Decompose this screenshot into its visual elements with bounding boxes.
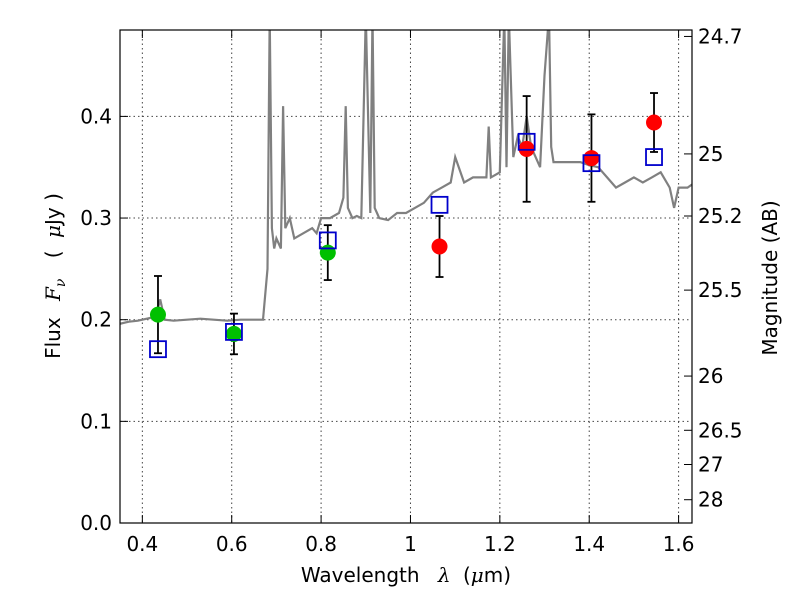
model-box [517,132,536,151]
x-tick-label: 1.6 [663,532,695,556]
model-boxes [149,132,663,359]
errorbars [153,92,659,356]
y-tick-label: 0.0 [80,511,112,535]
x-tick-label: 0.6 [216,532,248,556]
green-point [319,244,336,261]
data-points [149,114,663,342]
y2-tick-label: 25.2 [698,204,743,228]
y2-tick-label: 28 [698,488,723,512]
x-tick-label: 1.4 [573,532,605,556]
y2-tick-label: 25.5 [698,278,743,302]
plot-frame [119,29,693,524]
x-axis-label-text: Wavelength [301,563,420,587]
y-tick-labels: 0.0 0.1 0.2 0.3 0.4 [80,104,112,535]
y-axis-label: Flux Fν ( μJy ) [41,193,70,359]
model-box [582,154,601,173]
model-box [225,322,243,341]
x-axis-unit-rest: m) [484,563,511,587]
y-axis-unit-mu: μ [41,225,65,238]
y2-tick-label: 26.5 [698,418,743,442]
y-tick-label: 0.1 [80,409,112,433]
y2-tick-label: 25 [698,142,723,166]
red-point [583,150,600,167]
y2-tick-label: 24.7 [698,24,743,48]
model-box [645,148,663,166]
red-point [646,114,663,131]
y2-tick-label: 26 [698,364,723,388]
axis-ticks [120,30,692,524]
y2-tick-labels: 24.7 25 25.2 25.5 26 26.5 27 28 [698,24,743,511]
y-tick-label: 0.3 [80,206,112,230]
y2-tick-label: 27 [698,453,723,477]
x-tick-label: 0.8 [305,532,337,556]
y-tick-label: 0.2 [80,308,112,332]
model-box [318,231,337,250]
y-axis-unit-rest: Jy ) [41,193,65,227]
y-axis-label-text: Flux [41,317,65,359]
x-tick-label: 0.4 [126,532,158,556]
plot-content [120,30,692,359]
green-point [149,306,166,323]
x-tick-label: 1 [404,532,417,556]
y-tick-label: 0.4 [80,104,112,128]
green-point [225,325,242,342]
x-axis-label: Wavelength λ (μm) [301,563,511,587]
red-point [431,238,448,255]
x-axis-unit-mu: μ [471,563,484,587]
model-box [149,340,167,359]
spectrum-line [120,30,692,325]
model-box [430,195,449,214]
grid-lines [120,30,692,523]
x-axis-symbol: λ [437,563,451,587]
y-axis-subscript: ν [53,278,69,287]
x-tick-labels: 0.4 0.6 0.8 1 1.2 1.4 1.6 [126,532,694,556]
y-axis-unit-open: ( [41,250,65,258]
x-tick-label: 1.2 [484,532,516,556]
x-axis-unit-open: ( [463,563,471,587]
y2-axis-label: Magnitude (AB) [758,200,782,355]
y-axis-symbol: F [41,286,65,302]
